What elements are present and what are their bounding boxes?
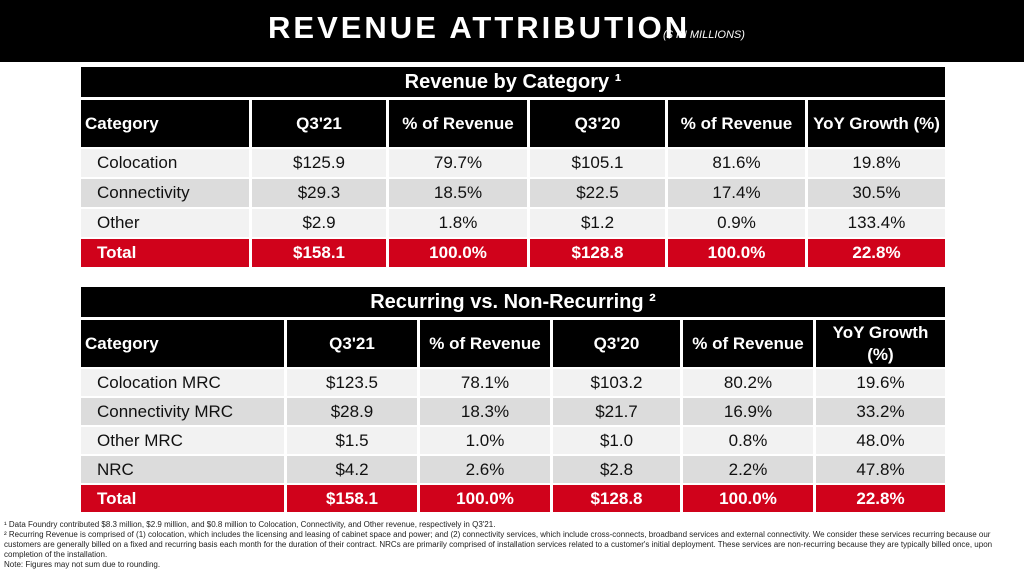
table-cell: $1.5 bbox=[284, 425, 417, 454]
table-cell: Connectivity MRC bbox=[81, 396, 284, 425]
table-cell: Connectivity bbox=[81, 177, 249, 207]
table-cell: 133.4% bbox=[805, 207, 945, 237]
table-cell: 17.4% bbox=[665, 177, 805, 207]
table-row: Colocation MRC $123.5 78.1% $103.2 80.2%… bbox=[81, 367, 945, 396]
footnotes: ¹ Data Foundry contributed $8.3 million,… bbox=[4, 520, 1014, 570]
table-row: Other MRC $1.5 1.0% $1.0 0.8% 48.0% bbox=[81, 425, 945, 454]
table-cell: 16.9% bbox=[680, 396, 813, 425]
table-cell: $22.5 bbox=[527, 177, 665, 207]
table-title: Recurring vs. Non-Recurring ² bbox=[81, 287, 945, 317]
table-cell: 100.0% bbox=[417, 483, 550, 512]
table-cell: $125.9 bbox=[249, 147, 386, 177]
table-cell: 22.8% bbox=[805, 237, 945, 267]
table-cell: 0.9% bbox=[665, 207, 805, 237]
table-header-row: Category Q3'21 % of Revenue Q3'20 % of R… bbox=[81, 317, 945, 367]
table-cell: Other bbox=[81, 207, 249, 237]
table-cell: $128.8 bbox=[527, 237, 665, 267]
footnote: Note: Figures may not sum due to roundin… bbox=[4, 560, 161, 569]
table-cell: 79.7% bbox=[386, 147, 527, 177]
page-title: REVENUE ATTRIBUTION bbox=[268, 10, 691, 45]
table-cell: 100.0% bbox=[386, 237, 527, 267]
revenue-by-category-table: Revenue by Category ¹ Category Q3'21 % o… bbox=[81, 67, 945, 267]
table-cell: $1.2 bbox=[527, 207, 665, 237]
table-title: Revenue by Category ¹ bbox=[81, 67, 945, 97]
table-cell: 30.5% bbox=[805, 177, 945, 207]
table-cell: NRC bbox=[81, 454, 284, 483]
table-cell: 2.2% bbox=[680, 454, 813, 483]
column-header: % of Revenue bbox=[386, 97, 527, 147]
table-cell: $128.8 bbox=[550, 483, 680, 512]
total-row: Total $158.1 100.0% $128.8 100.0% 22.8% bbox=[81, 483, 945, 512]
table-cell: 19.6% bbox=[813, 367, 945, 396]
table-cell: $28.9 bbox=[284, 396, 417, 425]
table-cell: Other MRC bbox=[81, 425, 284, 454]
table-cell: 100.0% bbox=[665, 237, 805, 267]
table-cell: 81.6% bbox=[665, 147, 805, 177]
column-header: % of Revenue bbox=[417, 317, 550, 367]
column-header: YoY Growth (%) bbox=[805, 97, 945, 147]
table-cell: $1.0 bbox=[550, 425, 680, 454]
total-row: Total $158.1 100.0% $128.8 100.0% 22.8% bbox=[81, 237, 945, 267]
table-cell: $2.9 bbox=[249, 207, 386, 237]
table-cell: $21.7 bbox=[550, 396, 680, 425]
table-cell: $29.3 bbox=[249, 177, 386, 207]
table-cell: 1.0% bbox=[417, 425, 550, 454]
table-cell: 47.8% bbox=[813, 454, 945, 483]
table-cell: 100.0% bbox=[680, 483, 813, 512]
column-header: Q3'20 bbox=[550, 317, 680, 367]
table-header-row: Category Q3'21 % of Revenue Q3'20 % of R… bbox=[81, 97, 945, 147]
column-header: Q3'21 bbox=[249, 97, 386, 147]
table-row: NRC $4.2 2.6% $2.8 2.2% 47.8% bbox=[81, 454, 945, 483]
table-cell: Total bbox=[81, 237, 249, 267]
table-row: Connectivity MRC $28.9 18.3% $21.7 16.9%… bbox=[81, 396, 945, 425]
table-cell: 1.8% bbox=[386, 207, 527, 237]
column-header: Q3'20 bbox=[527, 97, 665, 147]
table-cell: 78.1% bbox=[417, 367, 550, 396]
table-row: Colocation $125.9 79.7% $105.1 81.6% 19.… bbox=[81, 147, 945, 177]
table-cell: 18.3% bbox=[417, 396, 550, 425]
table-cell: $103.2 bbox=[550, 367, 680, 396]
footnote: ² Recurring Revenue is comprised of (1) … bbox=[4, 530, 993, 559]
table-cell: Total bbox=[81, 483, 284, 512]
column-header: % of Revenue bbox=[665, 97, 805, 147]
table-cell: 22.8% bbox=[813, 483, 945, 512]
table-row: Other $2.9 1.8% $1.2 0.9% 133.4% bbox=[81, 207, 945, 237]
table-cell: $123.5 bbox=[284, 367, 417, 396]
recurring-vs-nonrecurring-table: Recurring vs. Non-Recurring ² Category Q… bbox=[81, 287, 945, 512]
table-cell: 80.2% bbox=[680, 367, 813, 396]
table-cell: 18.5% bbox=[386, 177, 527, 207]
table-cell: $158.1 bbox=[284, 483, 417, 512]
column-header: Category bbox=[81, 317, 284, 367]
header-banner: REVENUE ATTRIBUTION ($ IN MILLIONS) bbox=[0, 0, 1024, 62]
table-row: Connectivity $29.3 18.5% $22.5 17.4% 30.… bbox=[81, 177, 945, 207]
column-header: % of Revenue bbox=[680, 317, 813, 367]
column-header: Q3'21 bbox=[284, 317, 417, 367]
table-cell: $4.2 bbox=[284, 454, 417, 483]
table-cell: Colocation bbox=[81, 147, 249, 177]
footnote: ¹ Data Foundry contributed $8.3 million,… bbox=[4, 520, 496, 529]
table-cell: $105.1 bbox=[527, 147, 665, 177]
table-cell: 2.6% bbox=[417, 454, 550, 483]
table-cell: 19.8% bbox=[805, 147, 945, 177]
table-cell: 33.2% bbox=[813, 396, 945, 425]
page-subtitle: ($ IN MILLIONS) bbox=[663, 29, 745, 41]
table-cell: $2.8 bbox=[550, 454, 680, 483]
table-cell: 0.8% bbox=[680, 425, 813, 454]
table-cell: 48.0% bbox=[813, 425, 945, 454]
table-cell: Colocation MRC bbox=[81, 367, 284, 396]
column-header: Category bbox=[81, 97, 249, 147]
column-header: YoY Growth (%) bbox=[813, 317, 945, 367]
table-cell: $158.1 bbox=[249, 237, 386, 267]
